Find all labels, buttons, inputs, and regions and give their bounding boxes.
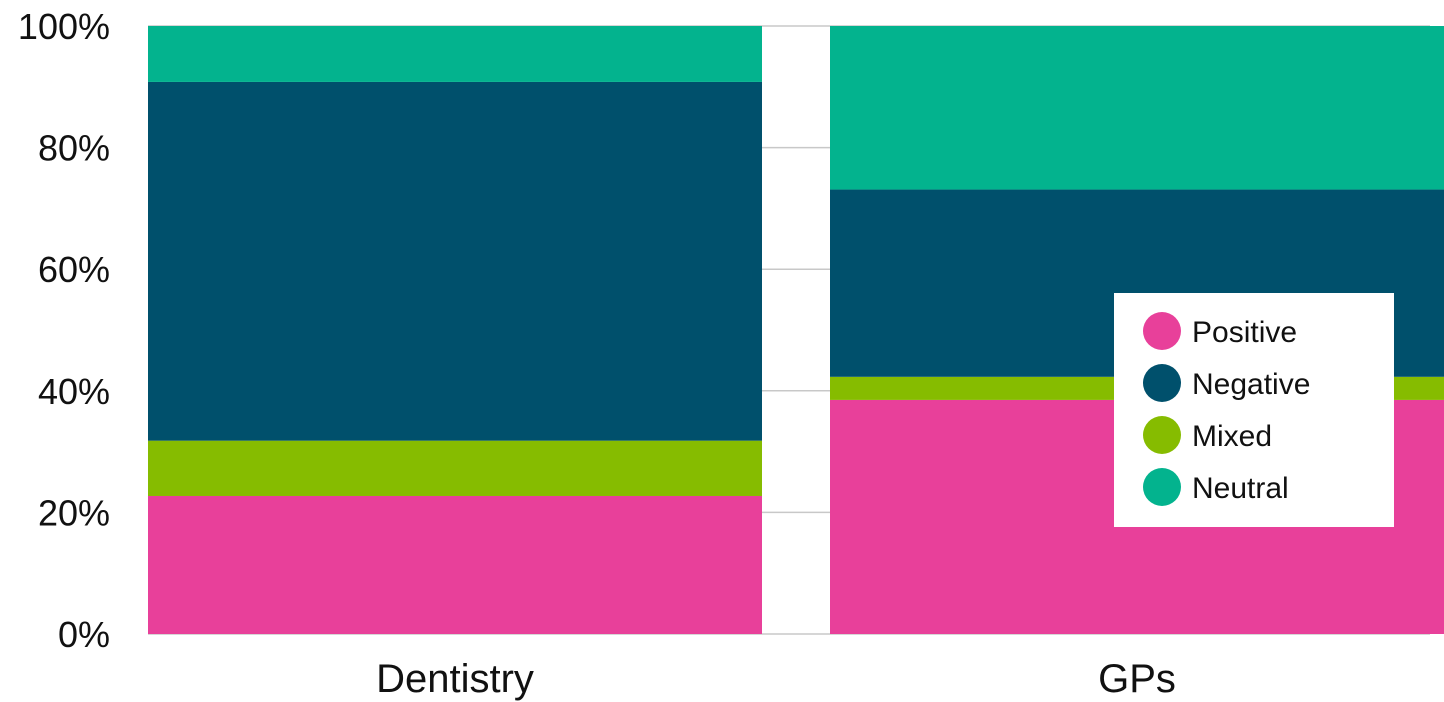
legend-label-mixed: Mixed (1192, 420, 1272, 453)
legend-label-negative: Negative (1192, 368, 1310, 401)
x-category-label-gps: GPs (1098, 657, 1176, 701)
bar-segment-dentistry-neutral (148, 26, 762, 82)
y-axis: 0% 20% 40% 60% 80% 100% (18, 6, 110, 655)
y-tick-label: 20% (38, 492, 110, 533)
y-tick-label: 60% (38, 249, 110, 290)
y-tick-label: 40% (38, 371, 110, 412)
bar-segment-gps-neutral (830, 26, 1444, 190)
y-tick-label: 0% (58, 614, 110, 655)
y-tick-label: 100% (18, 6, 110, 47)
legend-marker-positive (1143, 312, 1181, 350)
bar-segment-dentistry-negative (148, 81, 762, 441)
legend-label-positive: Positive (1192, 316, 1297, 349)
bar-segment-dentistry-mixed (148, 440, 762, 496)
legend-marker-negative (1143, 364, 1181, 402)
x-axis: Dentistry GPs (376, 657, 1176, 701)
legend-marker-neutral (1143, 468, 1181, 506)
x-category-label-dentistry: Dentistry (376, 657, 534, 701)
legend-label-neutral: Neutral (1192, 472, 1289, 505)
legend: Positive Negative Mixed Neutral (1114, 293, 1394, 527)
legend-marker-mixed (1143, 416, 1181, 454)
bar-segment-dentistry-positive (148, 495, 762, 634)
y-tick-label: 80% (38, 128, 110, 169)
